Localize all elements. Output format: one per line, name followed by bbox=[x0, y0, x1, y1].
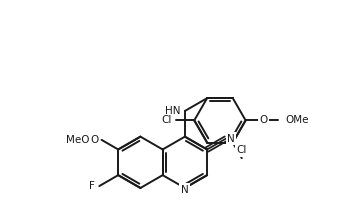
Text: N: N bbox=[227, 134, 235, 144]
Text: O: O bbox=[90, 135, 98, 145]
Text: HN: HN bbox=[166, 106, 181, 116]
Text: Cl: Cl bbox=[237, 145, 247, 155]
Text: MeO: MeO bbox=[66, 135, 90, 145]
Text: Cl: Cl bbox=[161, 115, 172, 125]
Text: OMe: OMe bbox=[286, 115, 309, 125]
Text: O: O bbox=[259, 115, 268, 125]
Text: F: F bbox=[89, 181, 95, 191]
Text: N: N bbox=[181, 185, 189, 195]
